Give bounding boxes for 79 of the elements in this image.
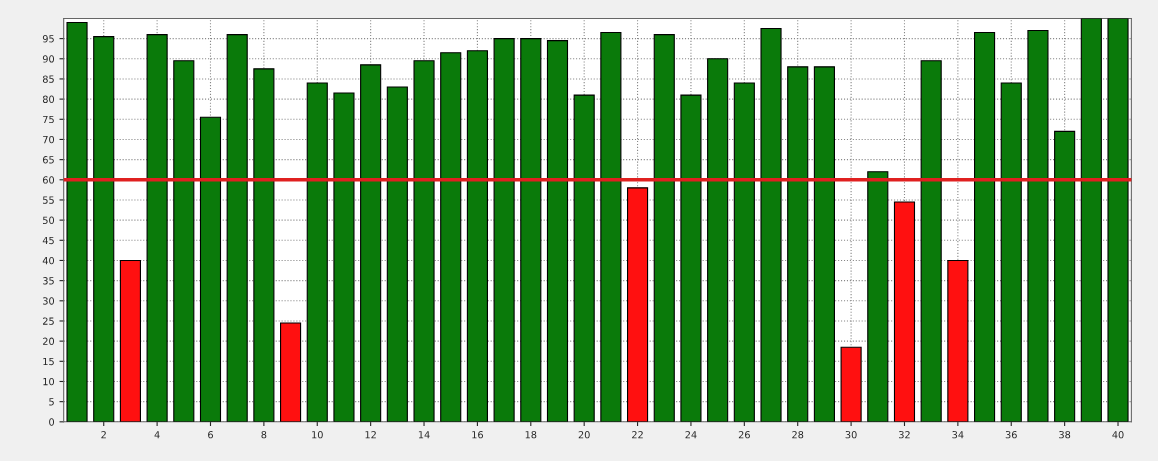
bar [573, 94, 595, 422]
bar [360, 64, 382, 422]
bar [466, 50, 488, 422]
y-tick-label: 90 [42, 55, 55, 63]
y-tick-label: 65 [42, 156, 54, 164]
bar [680, 94, 702, 422]
bar [707, 58, 729, 422]
bar [520, 38, 542, 422]
bar [93, 36, 115, 422]
bar [600, 32, 622, 422]
bar [787, 66, 809, 422]
x-tick-label: 30 [845, 431, 857, 439]
bar [119, 259, 141, 422]
bar [199, 116, 222, 422]
bar [653, 34, 675, 422]
y-tick-label: 0 [49, 418, 55, 426]
x-tick-label: 14 [418, 431, 430, 439]
x-tick-label: 38 [1059, 431, 1071, 439]
x-tick-label: 16 [472, 431, 483, 439]
x-tick-label: 12 [365, 431, 376, 439]
y-tick-label: 85 [42, 75, 54, 83]
y-tick-label: 25 [43, 317, 54, 325]
bar [280, 322, 302, 422]
x-tick-label: 34 [952, 431, 964, 439]
bar [386, 86, 408, 422]
bar [1000, 82, 1022, 422]
bar [146, 34, 168, 422]
bar [546, 40, 569, 422]
x-tick-label: 6 [208, 431, 213, 439]
x-tick-label: 32 [899, 431, 910, 439]
y-tick-label: 20 [43, 337, 55, 345]
bar [66, 21, 88, 422]
bar [493, 38, 515, 422]
bar [333, 92, 355, 422]
bar [627, 187, 649, 422]
y-tick-label: 70 [43, 135, 55, 144]
bar [440, 52, 462, 422]
x-tick-label: 10 [312, 431, 323, 439]
x-tick-label: 8 [261, 431, 267, 439]
y-tick-label: 50 [43, 216, 55, 224]
y-tick-label: 10 [43, 377, 55, 386]
bar [760, 27, 782, 422]
bar [226, 34, 248, 422]
bar [173, 60, 195, 422]
bar [920, 60, 942, 422]
x-tick-label: 22 [632, 431, 643, 439]
x-tick-label: 20 [578, 431, 590, 439]
bar [1054, 130, 1076, 422]
y-tick-label: 55 [43, 196, 54, 204]
bar [840, 346, 862, 422]
x-tick-label: 36 [1005, 431, 1017, 439]
x-tick-label: 26 [738, 431, 750, 439]
bar [813, 66, 835, 422]
y-tick-label: 15 [43, 357, 54, 366]
y-tick-label: 80 [42, 95, 55, 103]
bar [1080, 18, 1102, 422]
bar [867, 171, 889, 422]
bar [306, 82, 328, 422]
y-tick-label: 60 [42, 176, 55, 184]
x-tick-label: 2 [101, 431, 106, 439]
x-tick-label: 4 [154, 431, 160, 439]
y-tick-label: 30 [43, 297, 55, 305]
x-tick-label: 18 [525, 431, 537, 439]
bar [973, 32, 996, 422]
bar [947, 259, 969, 422]
x-tick-label: 24 [685, 431, 697, 439]
bar [253, 68, 275, 422]
bar [893, 201, 916, 422]
bar [1027, 29, 1049, 422]
y-tick-label: 75 [43, 115, 54, 124]
y-tick-label: 35 [43, 277, 54, 285]
bar [413, 60, 435, 422]
bar [733, 82, 755, 422]
x-tick-label: 28 [792, 431, 804, 439]
x-tick-label: 40 [1112, 431, 1124, 439]
y-tick-label: 40 [42, 256, 55, 265]
y-tick-label: 45 [42, 236, 54, 245]
y-tick-label: 5 [49, 398, 54, 406]
y-tick-label: 95 [42, 35, 54, 43]
